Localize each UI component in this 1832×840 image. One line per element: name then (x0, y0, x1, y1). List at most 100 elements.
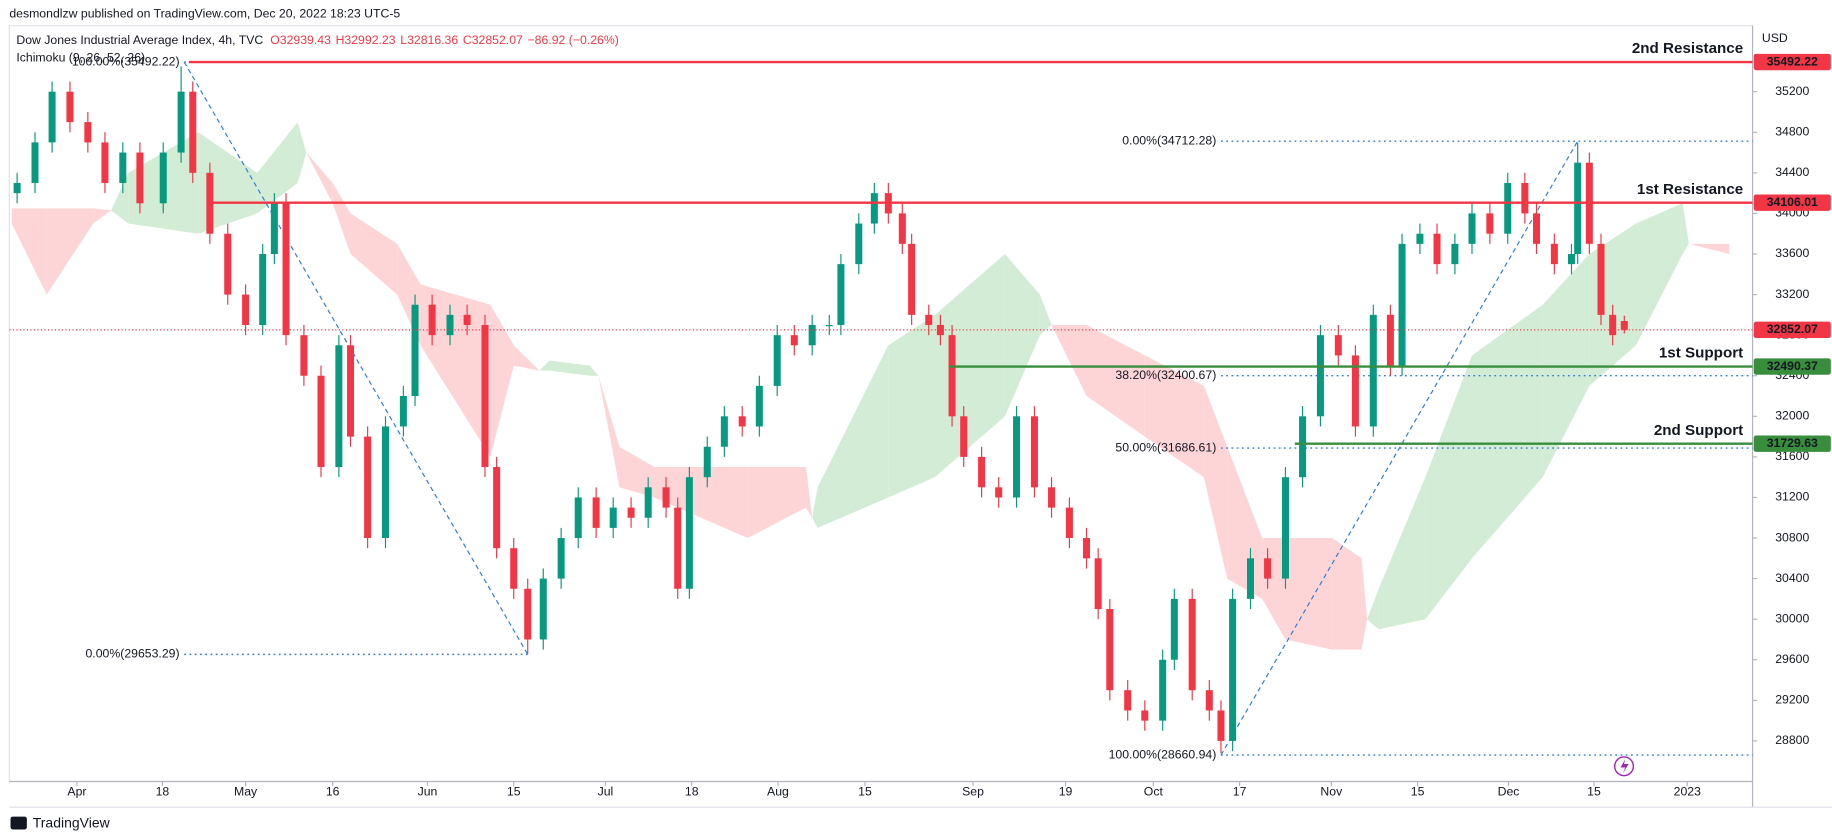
ohlc-value: L32816.36 (400, 33, 458, 47)
y-tick-label: 31600 (1775, 449, 1809, 463)
fib-trend-line (1220, 140, 1579, 756)
candle-body (1521, 182, 1529, 214)
candle-body (720, 416, 728, 447)
candle-body (1030, 416, 1038, 488)
y-tick-label: 30800 (1775, 530, 1809, 544)
symbol: Dow Jones Industrial Average Index, 4h, … (16, 33, 263, 47)
level-name: 1st Support (1659, 345, 1743, 362)
fib-level-label: 0.00%(34712.28) (1122, 133, 1216, 147)
cloud-segment (1086, 325, 1145, 437)
candle-body (481, 325, 489, 468)
candle-body (609, 507, 617, 528)
ohlc-change: −86.92 (−0.26%) (528, 33, 619, 47)
alert-icon[interactable] (1613, 756, 1635, 777)
level-price-box (1753, 194, 1831, 211)
cloud-segment (257, 122, 298, 214)
cloud-segment (812, 487, 818, 528)
candle-body (1609, 314, 1617, 336)
candle-body (1141, 710, 1149, 721)
x-tick-label: Sep (962, 784, 984, 798)
candle-body (1159, 659, 1167, 721)
cloud-segment (93, 208, 112, 224)
y-tick-label: 29600 (1775, 652, 1809, 666)
candle-body (1451, 243, 1459, 265)
x-tick-label: Nov (1320, 784, 1343, 798)
candle-body (1205, 690, 1213, 711)
candle-body (627, 507, 635, 518)
candle-body (317, 375, 325, 468)
cloud-segment (1367, 588, 1379, 630)
candle-body (242, 294, 250, 326)
candle-body (177, 91, 185, 153)
fib-level-label: 100.00%(28660.94) (1109, 747, 1217, 761)
candle-body (411, 304, 419, 397)
candle-body (1504, 182, 1512, 234)
candle-body (66, 91, 74, 123)
cloud-segment (747, 467, 806, 539)
cloud-segment (1425, 355, 1472, 620)
level-name: 2nd Support (1654, 422, 1743, 439)
cloud-segment (46, 208, 94, 295)
candle-body (855, 223, 863, 265)
fib-layer: 100.00%(35492.22) 0.00%(29653.29) 0.00%(34… (72, 54, 1753, 761)
last-price-label: 32852.07 (1767, 322, 1818, 336)
candle-body (270, 203, 278, 254)
candle-body (259, 253, 267, 326)
candle-body (773, 335, 781, 386)
candle-body (925, 314, 933, 326)
y-tick-label: 31200 (1775, 490, 1809, 504)
candle-body (13, 182, 21, 194)
candle-body (936, 325, 944, 336)
candle-body (31, 142, 39, 183)
candle-body (335, 345, 343, 468)
candle-body (978, 456, 986, 488)
x-tick-label: 19 (1059, 784, 1073, 798)
cloud-segment (888, 314, 935, 498)
ohlc-value: C32852.07 (463, 33, 523, 47)
cloud-layer (11, 122, 1730, 650)
candle-body (1094, 558, 1102, 610)
cloud-segment (1039, 294, 1052, 336)
cloud-segment (1332, 538, 1362, 650)
candle-body (428, 304, 436, 336)
candle-body (1369, 314, 1377, 427)
x-tick-label: 15 (1411, 784, 1425, 798)
cloud-segment (1635, 203, 1683, 346)
fib-level-label: 38.20%(32400.67) (1115, 368, 1216, 382)
x-tick-label: Apr (67, 784, 86, 798)
x-tick-label: 16 (326, 784, 340, 798)
level-price-label: 32490.37 (1767, 359, 1818, 373)
ohlc-value: O32939.43 (270, 33, 331, 47)
y-tick-label: 34400 (1775, 165, 1809, 179)
x-tick-label: 18 (685, 784, 699, 798)
candle-body (510, 548, 518, 589)
last-price-box (1753, 321, 1831, 339)
currency: USD (1762, 31, 1788, 45)
candle-body (1574, 162, 1582, 254)
candle-body (463, 314, 471, 326)
y-tick-label: 30000 (1775, 611, 1809, 625)
candle-body (539, 578, 547, 640)
candle-body (960, 416, 968, 457)
candle-body (119, 152, 127, 183)
candle-body (1124, 690, 1132, 711)
level-layer: 2nd Resistance 1st Resistance 1st Support 2… (9, 40, 1753, 445)
x-tick-label: May (234, 784, 258, 798)
cloud-segment (11, 208, 47, 295)
candle-body (1083, 538, 1091, 559)
x-tick-label: Oct (1144, 784, 1164, 798)
x-tick-label: Dec (1498, 784, 1520, 798)
y-tick-label: 34800 (1775, 124, 1809, 138)
level-price-label: 31729.63 (1767, 436, 1818, 450)
candle-body (1433, 233, 1441, 265)
candle-body (1264, 558, 1272, 579)
candle-body (1065, 507, 1073, 539)
candle-body (674, 507, 682, 589)
candle-body (1246, 558, 1255, 599)
candle-body (948, 335, 956, 417)
candle-body (1620, 321, 1628, 330)
candle-layer (13, 66, 1628, 754)
indicator: Ichimoku (9, 26, 52, 26) (16, 51, 145, 65)
candle-body (898, 213, 906, 244)
y-tick-label: 28800 (1775, 733, 1809, 747)
